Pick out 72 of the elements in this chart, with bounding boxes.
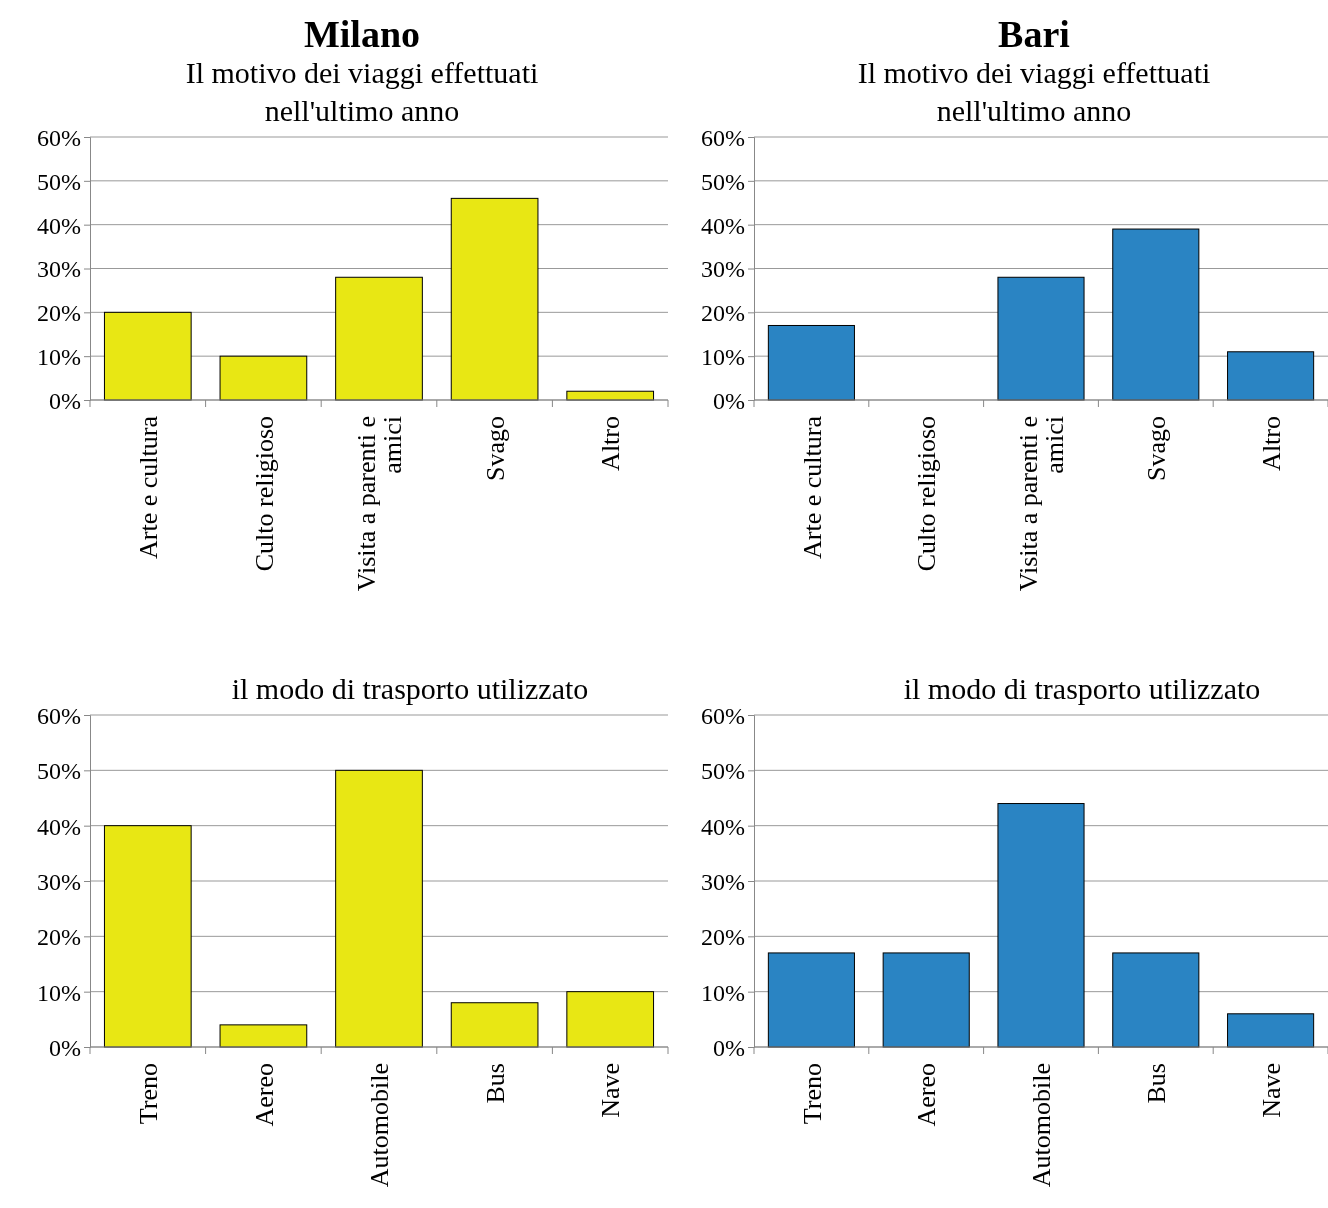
- chart-subtitle: Il motivo dei viaggi effettuati nell'ultimo anno: [857, 56, 1211, 127]
- bar: [566, 991, 655, 1048]
- x-tick-label: Treno: [133, 1063, 163, 1125]
- y-tick-label: 40%: [37, 813, 81, 840]
- x-tick-label: Nave: [596, 1063, 626, 1118]
- y-tick-label: 0%: [713, 387, 745, 414]
- x-tick-label: Visita a parenti e amici: [1014, 416, 1070, 592]
- y-tick-label: 30%: [37, 868, 81, 895]
- x-tick-label: Automobile: [365, 1063, 395, 1188]
- x-tick-label: Bus: [1141, 1063, 1171, 1104]
- x-tick-label: Culto religioso: [912, 416, 942, 572]
- chart-subtitle: Il motivo dei viaggi effettuati nell'ultimo anno: [185, 56, 539, 127]
- chart-title: Bari: [998, 13, 1070, 55]
- bar: [1112, 228, 1200, 401]
- y-tick-label: 20%: [701, 300, 745, 327]
- y-tick-label: 60%: [37, 124, 81, 151]
- x-tick-label: Nave: [1256, 1063, 1286, 1118]
- chart-title: Milano: [303, 13, 421, 55]
- y-tick-label: 60%: [37, 702, 81, 729]
- bar: [997, 803, 1085, 1048]
- bar: [103, 311, 192, 401]
- bar: [1227, 1013, 1315, 1048]
- y-tick-label: 10%: [701, 979, 745, 1006]
- y-tick-label: 10%: [37, 344, 81, 371]
- y-tick-label: 30%: [701, 868, 745, 895]
- x-tick-label: Arte e cultura: [133, 415, 163, 559]
- bar: [767, 952, 855, 1048]
- y-tick-label: 30%: [701, 256, 745, 283]
- y-tick-label: 60%: [701, 702, 745, 729]
- bar: [767, 324, 855, 401]
- bar: [219, 355, 308, 401]
- x-tick-label: Automobile: [1027, 1063, 1057, 1188]
- y-tick-label: 10%: [701, 344, 745, 371]
- y-tick-label: 50%: [37, 758, 81, 785]
- y-tick-label: 20%: [37, 300, 81, 327]
- bar: [997, 276, 1085, 401]
- y-tick-label: 50%: [701, 758, 745, 785]
- chart-subtitle: il modo di trasporto utilizzato: [903, 672, 1261, 705]
- y-tick-label: 40%: [701, 813, 745, 840]
- y-tick-label: 60%: [701, 124, 745, 151]
- y-tick-label: 40%: [701, 212, 745, 239]
- x-tick-label: Svago: [1141, 416, 1171, 481]
- x-tick-label: Treno: [797, 1063, 827, 1125]
- chart-subtitle: il modo di trasporto utilizzato: [231, 672, 589, 705]
- bar: [1112, 952, 1200, 1048]
- y-tick-label: 50%: [701, 168, 745, 195]
- y-tick-label: 0%: [713, 1034, 745, 1061]
- y-tick-label: 0%: [49, 387, 81, 414]
- y-tick-label: 50%: [37, 168, 81, 195]
- x-tick-label: Bus: [480, 1063, 510, 1104]
- bar: [882, 952, 970, 1048]
- y-tick-label: 40%: [37, 212, 81, 239]
- y-tick-label: 20%: [701, 924, 745, 951]
- bar: [1227, 351, 1315, 401]
- bar: [219, 1024, 308, 1048]
- bar: [450, 197, 539, 401]
- y-tick-label: 0%: [49, 1034, 81, 1061]
- bar: [450, 1002, 539, 1048]
- y-tick-label: 30%: [37, 256, 81, 283]
- y-tick-label: 10%: [37, 979, 81, 1006]
- x-tick-label: Visita a parenti e amici: [352, 416, 408, 592]
- x-tick-label: Arte e cultura: [797, 415, 827, 559]
- bar: [103, 825, 192, 1048]
- x-tick-label: Altro: [596, 416, 626, 471]
- x-tick-label: Altro: [1256, 416, 1286, 471]
- x-tick-label: Aereo: [912, 1063, 942, 1127]
- bar: [335, 276, 423, 401]
- bar: [335, 769, 423, 1048]
- x-tick-label: Aereo: [249, 1063, 279, 1127]
- y-tick-label: 20%: [37, 924, 81, 951]
- x-tick-label: Culto religioso: [249, 416, 279, 572]
- x-tick-label: Svago: [480, 416, 510, 481]
